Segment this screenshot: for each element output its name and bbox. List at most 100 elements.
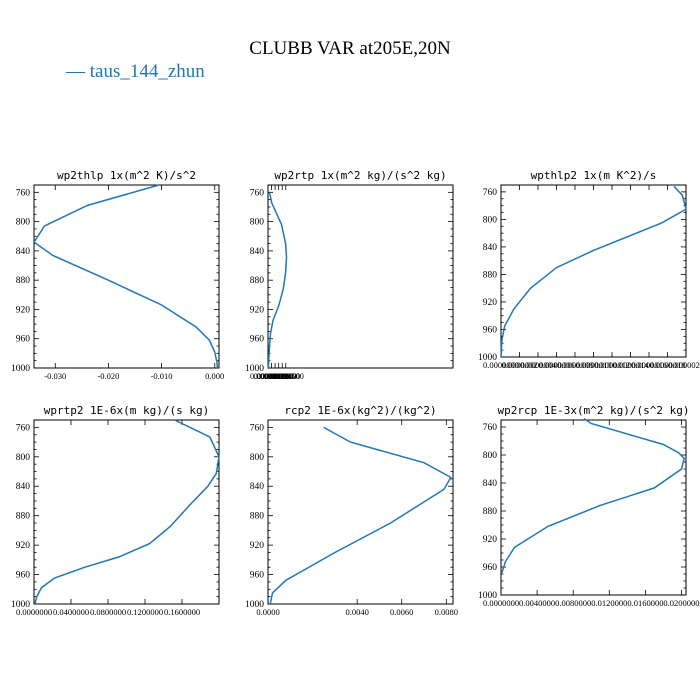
panel-title: wp2rtp 1x(m^2 kg)/(s^2 kg) [274, 169, 446, 182]
x-tick-label: 0.0000018 [649, 360, 685, 370]
y-tick-label: 800 [250, 453, 265, 463]
x-tick-label: -0.030 [44, 371, 66, 381]
x-tick-label: 0.0400000 [53, 607, 89, 617]
x-tick-label: -0.020 [97, 371, 119, 381]
y-tick-label: 920 [483, 298, 498, 308]
x-tick-label: 0.0000000 [483, 360, 519, 370]
x-tick-label: 0.0040 [345, 607, 368, 617]
y-tick-label: 920 [483, 535, 498, 545]
x-tick-label: 0.0080000 [555, 598, 591, 608]
y-tick-label: 960 [250, 335, 265, 345]
y-tick-label: 840 [250, 482, 265, 492]
panel-6: wp2rcp 1E-3x(m^2 kg)/(s^2 kg) 760 800 840 88… [478, 404, 700, 608]
y-tick-label: 840 [483, 479, 498, 489]
plot-frame [267, 419, 454, 605]
x-tick-label: 0.0160000 [627, 598, 663, 608]
x-tick-label: 0.0000 [256, 607, 279, 617]
panel-title: wpthlp2 1x(m K^2)/s [531, 169, 657, 182]
y-tick-label: 800 [16, 453, 31, 463]
x-tick-label: -0.010 [151, 371, 173, 381]
panel-3: wpthlp2 1x(m K^2)/s 760 800 840 880 920 960 100… [478, 169, 700, 370]
x-tick-label: 0.0000100 [253, 371, 289, 381]
x-tick-label: 0.0000000 [250, 371, 286, 381]
x-tick-label: 0.0000012 [594, 360, 630, 370]
y-tick-label: 1000 [245, 600, 264, 610]
x-tick-label: 0.000 [205, 371, 224, 381]
series-line [500, 185, 687, 358]
y-tick-label: 880 [483, 507, 498, 517]
legend-label: — taus_144_zhun [65, 61, 205, 82]
panel-title: rcp2 1E-6x(kg^2)/(kg^2) [284, 404, 436, 417]
y-tick-label: 840 [16, 247, 31, 257]
y-tick-label: 960 [250, 571, 265, 581]
y-tick-label: 840 [250, 247, 265, 257]
panel-2: wp2rtp 1x(m^2 kg)/(s^2 kg) 760 800 840 880 92… [245, 169, 454, 381]
x-tick-label: 0.0040000 [519, 598, 555, 608]
y-tick-label: 880 [250, 512, 265, 522]
y-tick-label: 840 [16, 482, 31, 492]
x-tick-label: 0.0200000 [663, 598, 699, 608]
y-tick-label: 920 [16, 541, 31, 551]
x-tick-label: 0.0000002 [501, 360, 537, 370]
plot-frame [267, 184, 454, 369]
y-tick-label: 960 [16, 571, 31, 581]
y-tick-label: 880 [16, 512, 31, 522]
series-line [34, 419, 220, 605]
x-tick-label: 0.0000014 [612, 360, 649, 370]
series-line [32, 184, 219, 369]
x-tick-label: 0.1200000 [127, 607, 163, 617]
x-tick-label: 0.0000016 [631, 360, 667, 370]
y-tick-label: 840 [483, 243, 498, 253]
y-tick-label: 760 [16, 423, 31, 433]
y-tick-label: 760 [483, 188, 498, 198]
series-line [501, 417, 686, 573]
panel-title: wp2thlp 1x(m^2 K)/s^2 [57, 169, 196, 182]
series-line [269, 426, 452, 605]
y-tick-label: 880 [250, 276, 265, 286]
x-tick-label: 0.0000000 [16, 607, 52, 617]
plot-frame [500, 419, 687, 596]
panel-title: wp2rcp 1E-3x(m^2 kg)/(s^2 kg) [497, 404, 689, 417]
x-tick-label: 0.0120000 [591, 598, 627, 608]
x-tick-label: 0.0000006 [538, 360, 574, 370]
x-tick-label: 0.0000500 [268, 371, 304, 381]
y-tick-label: 1000 [11, 364, 30, 374]
y-tick-label: 760 [16, 188, 31, 198]
y-tick-label: 1000 [478, 591, 497, 601]
y-tick-label: 800 [483, 215, 498, 225]
x-tick-label: 0.0000000 [483, 598, 519, 608]
y-tick-label: 960 [483, 325, 498, 335]
y-tick-label: 800 [250, 218, 265, 228]
figure-title: CLUBB VAR at205E,20N [249, 38, 451, 59]
x-tick-label: 0.0000004 [520, 360, 557, 370]
x-tick-label: 0.0000300 [261, 371, 297, 381]
y-tick-label: 760 [250, 423, 265, 433]
y-tick-label: 880 [483, 270, 498, 280]
panel-4: wprtp2 1E-6x(m kg)/(s kg) 760 800 840 880 920… [11, 404, 220, 617]
plot-frame [33, 184, 220, 369]
y-tick-label: 880 [16, 276, 31, 286]
panel-5: rcp2 1E-6x(kg^2)/(kg^2) 760 800 840 880 920 96… [245, 404, 458, 617]
x-tick-label: 0.0000008 [557, 360, 593, 370]
y-tick-label: 920 [250, 305, 265, 315]
x-tick-label: 0.1600000 [164, 607, 200, 617]
y-tick-label: 1000 [11, 600, 30, 610]
panels-group: wp2thlp 1x(m^2 K)/s^2 760 800 840 880 920 960 1… [11, 169, 700, 617]
y-tick-label: 960 [483, 563, 498, 573]
series-line [267, 192, 288, 369]
y-tick-label: 760 [483, 423, 498, 433]
x-tick-label: 0.0000200 [257, 371, 293, 381]
y-tick-label: 920 [16, 305, 31, 315]
x-tick-label: 0.0060 [390, 607, 413, 617]
panel-title: wprtp2 1E-6x(m kg)/(s kg) [44, 404, 210, 417]
x-tick-label: 0.0000400 [264, 371, 300, 381]
y-tick-label: 1000 [478, 353, 497, 363]
x-tick-label: 0.0800000 [90, 607, 126, 617]
y-tick-label: 800 [16, 218, 31, 228]
y-tick-label: 960 [16, 335, 31, 345]
y-tick-label: 1000 [245, 364, 264, 374]
y-tick-label: 760 [250, 188, 265, 198]
y-tick-label: 800 [483, 451, 498, 461]
